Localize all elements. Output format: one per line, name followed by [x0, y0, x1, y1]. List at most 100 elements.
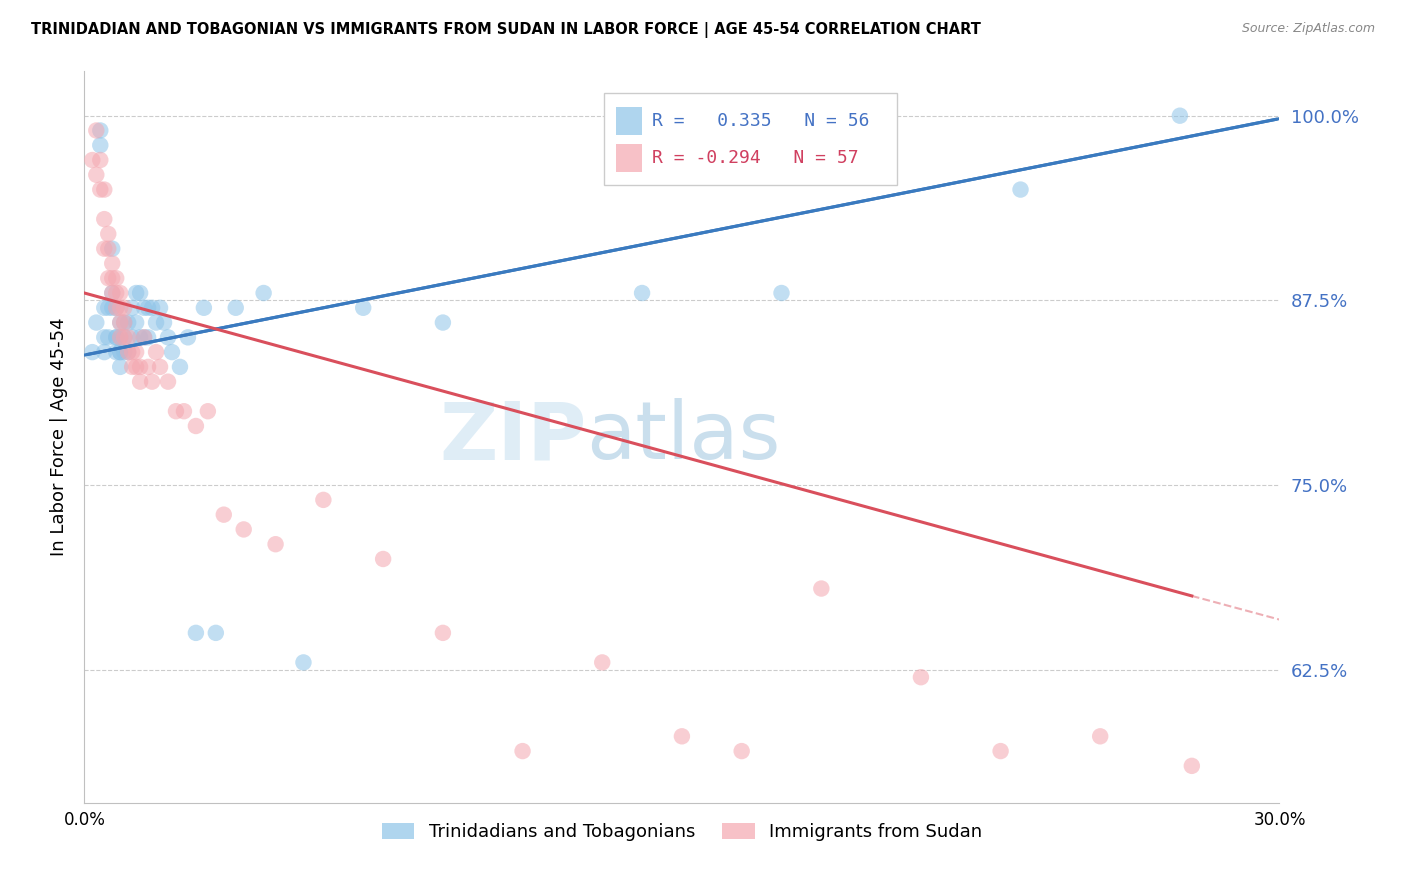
Point	[990, 744, 1012, 758]
Point	[105, 345, 128, 359]
Point	[93, 212, 115, 227]
Point	[105, 301, 128, 315]
Point	[136, 301, 159, 315]
Point	[112, 330, 135, 344]
Point	[197, 404, 219, 418]
Point	[97, 242, 120, 256]
Point	[101, 285, 124, 300]
Point	[97, 271, 120, 285]
Point	[86, 168, 108, 182]
Point	[82, 345, 104, 359]
Point	[112, 301, 135, 315]
Point	[129, 375, 152, 389]
Text: ZIP: ZIP	[439, 398, 586, 476]
Point	[101, 301, 124, 315]
Point	[141, 375, 163, 389]
Point	[82, 153, 104, 167]
Point	[153, 316, 176, 330]
Point	[112, 345, 135, 359]
Point	[97, 301, 120, 315]
Point	[160, 345, 183, 359]
Point	[731, 744, 754, 758]
Point	[184, 625, 207, 640]
Point	[105, 330, 128, 344]
Point	[157, 375, 180, 389]
Point	[264, 537, 287, 551]
Point	[86, 123, 108, 137]
Point	[125, 359, 148, 374]
Point	[121, 330, 143, 344]
Text: atlas: atlas	[586, 398, 780, 476]
Point	[352, 301, 374, 315]
Point	[105, 285, 128, 300]
Point	[101, 271, 124, 285]
Text: R = -0.294   N = 57: R = -0.294 N = 57	[652, 149, 859, 167]
Point	[89, 153, 111, 167]
Point	[112, 316, 135, 330]
Point	[149, 359, 172, 374]
Point	[117, 345, 139, 359]
Point	[93, 330, 115, 344]
Point	[253, 285, 276, 300]
Point	[132, 301, 156, 315]
Point	[132, 330, 156, 344]
Point	[432, 316, 454, 330]
Point	[97, 330, 120, 344]
Point	[110, 316, 132, 330]
Point	[117, 330, 139, 344]
Point	[121, 301, 143, 315]
Point	[97, 227, 120, 241]
Point	[105, 330, 128, 344]
Y-axis label: In Labor Force | Age 45-54: In Labor Force | Age 45-54	[49, 318, 67, 557]
Point	[105, 271, 128, 285]
Point	[129, 285, 152, 300]
Point	[225, 301, 247, 315]
Point	[165, 404, 187, 418]
Point	[89, 183, 111, 197]
Point	[432, 625, 454, 640]
Point	[136, 359, 159, 374]
Point	[112, 330, 135, 344]
Point	[93, 301, 115, 315]
Point	[810, 582, 832, 596]
Point	[105, 301, 128, 315]
Legend: Trinidadians and Tobagonians, Immigrants from Sudan: Trinidadians and Tobagonians, Immigrants…	[374, 816, 990, 848]
Point	[121, 359, 143, 374]
Point	[910, 670, 932, 684]
Point	[312, 492, 335, 507]
Point	[1090, 729, 1112, 743]
FancyBboxPatch shape	[616, 144, 643, 171]
Point	[110, 345, 132, 359]
Point	[173, 404, 195, 418]
Point	[770, 285, 793, 300]
Point	[112, 316, 135, 330]
Text: TRINIDADIAN AND TOBAGONIAN VS IMMIGRANTS FROM SUDAN IN LABOR FORCE | AGE 45-54 C: TRINIDADIAN AND TOBAGONIAN VS IMMIGRANTS…	[31, 22, 981, 38]
Point	[184, 419, 207, 434]
Point	[212, 508, 235, 522]
Point	[631, 285, 654, 300]
Point	[205, 625, 228, 640]
Text: R =   0.335   N = 56: R = 0.335 N = 56	[652, 112, 869, 130]
Point	[117, 345, 139, 359]
Point	[110, 359, 132, 374]
Point	[86, 316, 108, 330]
Point	[93, 242, 115, 256]
Point	[125, 345, 148, 359]
Point	[177, 330, 200, 344]
Point	[1168, 109, 1191, 123]
Point	[101, 256, 124, 270]
Point	[93, 183, 115, 197]
Text: Source: ZipAtlas.com: Source: ZipAtlas.com	[1241, 22, 1375, 36]
Point	[157, 330, 180, 344]
Point	[145, 316, 167, 330]
Point	[89, 138, 111, 153]
Point	[149, 301, 172, 315]
Point	[591, 656, 613, 670]
Point	[125, 316, 148, 330]
Point	[110, 330, 132, 344]
Point	[1010, 183, 1032, 197]
Point	[117, 316, 139, 330]
Point	[512, 744, 534, 758]
Point	[125, 285, 148, 300]
Point	[145, 345, 167, 359]
